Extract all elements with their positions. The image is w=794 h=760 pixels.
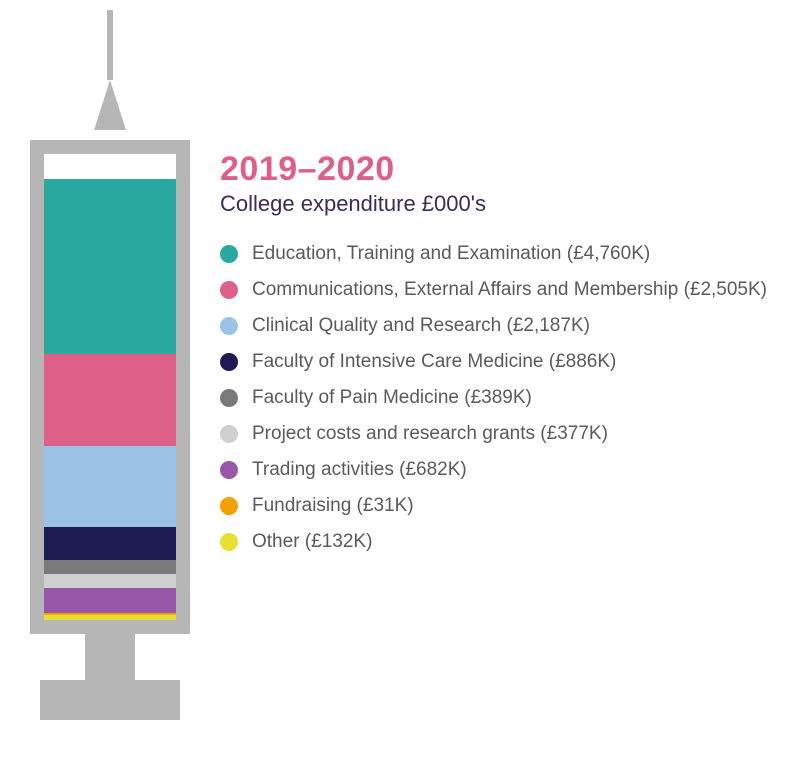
syringe-graphic xyxy=(30,10,190,730)
legend-list: Education, Training and Examination (£4,… xyxy=(220,243,767,553)
legend-label: Fundraising (£31K) xyxy=(252,495,414,517)
segment xyxy=(44,588,176,613)
legend-label: Clinical Quality and Research (£2,187K) xyxy=(252,315,590,337)
legend-label: Education, Training and Examination (£4,… xyxy=(252,243,650,265)
legend-swatch xyxy=(220,353,238,371)
legend-swatch xyxy=(220,317,238,335)
segment xyxy=(44,527,176,560)
legend-item: Communications, External Affairs and Mem… xyxy=(220,279,767,301)
syringe-barrel xyxy=(30,140,190,620)
legend-column: 2019–2020 College expenditure £000's Edu… xyxy=(200,0,767,567)
chart-subtitle: College expenditure £000's xyxy=(220,191,767,217)
legend-item: Clinical Quality and Research (£2,187K) xyxy=(220,315,767,337)
segment xyxy=(44,560,176,574)
stacked-segments xyxy=(44,179,176,620)
syringe-plunger-stem xyxy=(85,634,135,680)
infographic-root: 2019–2020 College expenditure £000's Edu… xyxy=(0,0,794,760)
legend-label: Trading activities (£682K) xyxy=(252,459,467,481)
legend-item: Faculty of Pain Medicine (£389K) xyxy=(220,387,767,409)
segment xyxy=(44,446,176,527)
legend-swatch xyxy=(220,425,238,443)
legend-swatch xyxy=(220,461,238,479)
legend-swatch xyxy=(220,245,238,263)
syringe-column xyxy=(0,0,200,760)
legend-label: Communications, External Affairs and Mem… xyxy=(252,279,767,301)
legend-swatch xyxy=(220,389,238,407)
legend-item: Education, Training and Examination (£4,… xyxy=(220,243,767,265)
syringe-needle xyxy=(107,10,113,80)
segment xyxy=(44,179,176,354)
syringe-needle-base xyxy=(94,80,126,130)
legend-item: Project costs and research grants (£377K… xyxy=(220,423,767,445)
segment xyxy=(44,354,176,446)
legend-item: Other (£132K) xyxy=(220,531,767,553)
segment xyxy=(44,574,176,588)
legend-item: Faculty of Intensive Care Medicine (£886… xyxy=(220,351,767,373)
legend-label: Project costs and research grants (£377K… xyxy=(252,423,608,445)
syringe-plunger-top xyxy=(30,620,190,634)
legend-item: Trading activities (£682K) xyxy=(220,459,767,481)
legend-swatch xyxy=(220,281,238,299)
legend-swatch xyxy=(220,533,238,551)
legend-swatch xyxy=(220,497,238,515)
syringe-plunger-handle xyxy=(40,680,180,720)
legend-label: Faculty of Pain Medicine (£389K) xyxy=(252,387,532,409)
chart-title: 2019–2020 xyxy=(220,150,767,189)
legend-label: Other (£132K) xyxy=(252,531,372,553)
legend-item: Fundraising (£31K) xyxy=(220,495,767,517)
legend-label: Faculty of Intensive Care Medicine (£886… xyxy=(252,351,616,373)
